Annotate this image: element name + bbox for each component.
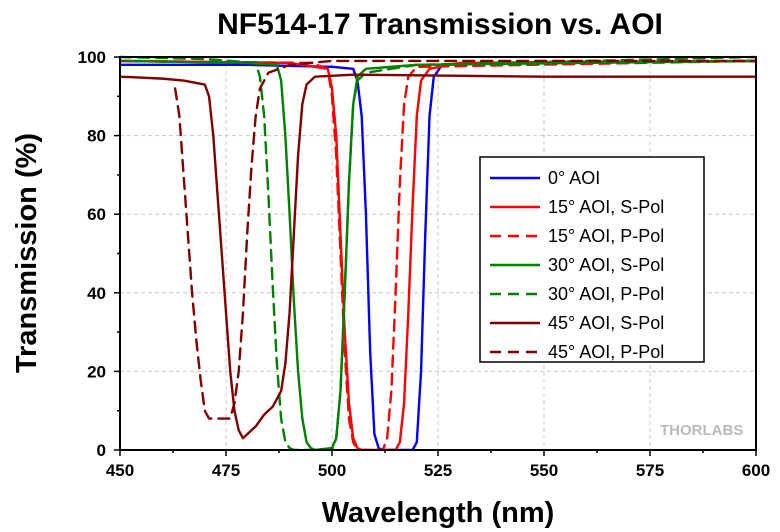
legend-label-6: 45° AOI, P-Pol [548,342,664,362]
chart-title: NF514-17 Transmission vs. AOI [217,8,663,41]
x-tick-label: 525 [424,461,452,480]
legend-label-0: 0° AOI [548,168,600,188]
y-tick-label: 60 [87,205,106,224]
x-tick-label: 550 [530,461,558,480]
legend: 0° AOI 15° AOI, S-Pol 15° AOI, P-Pol 30° AO… [479,156,705,363]
y-tick-label: 0 [97,441,106,460]
legend-label-3: 30° AOI, S-Pol [548,255,664,275]
legend-label-1: 15° AOI, S-Pol [548,197,664,217]
y-tick-label: 20 [87,362,106,381]
series-line-5 [120,73,756,440]
x-tick-label: 450 [106,461,134,480]
y-tick-label: 40 [87,284,106,303]
legend-items: 0° AOI 15° AOI, S-Pol 15° AOI, P-Pol 30° AO… [490,168,664,362]
thorlabs-watermark: THORLABS [660,422,743,439]
y-tick-label: 100 [78,48,106,67]
legend-label-4: 30° AOI, P-Pol [548,284,664,304]
series-line-2 [120,59,756,450]
legend-box [479,156,705,363]
ticks-layer: 450 475 500 525 550 575 600 0 20 40 60 80 100 [78,48,771,480]
x-tick-label: 475 [212,461,240,480]
y-tick-label: 80 [87,127,106,146]
x-tick-label: 575 [636,461,664,480]
y-axis-label: Transmission (%) [11,133,43,373]
x-tick-label: 500 [318,461,346,480]
legend-label-5: 45° AOI, S-Pol [548,313,664,333]
legend-label-2: 15° AOI, P-Pol [548,226,664,246]
x-tick-label: 600 [742,461,770,480]
x-axis-label: Wavelength (nm) [322,497,555,529]
series-line-6 [173,59,756,420]
